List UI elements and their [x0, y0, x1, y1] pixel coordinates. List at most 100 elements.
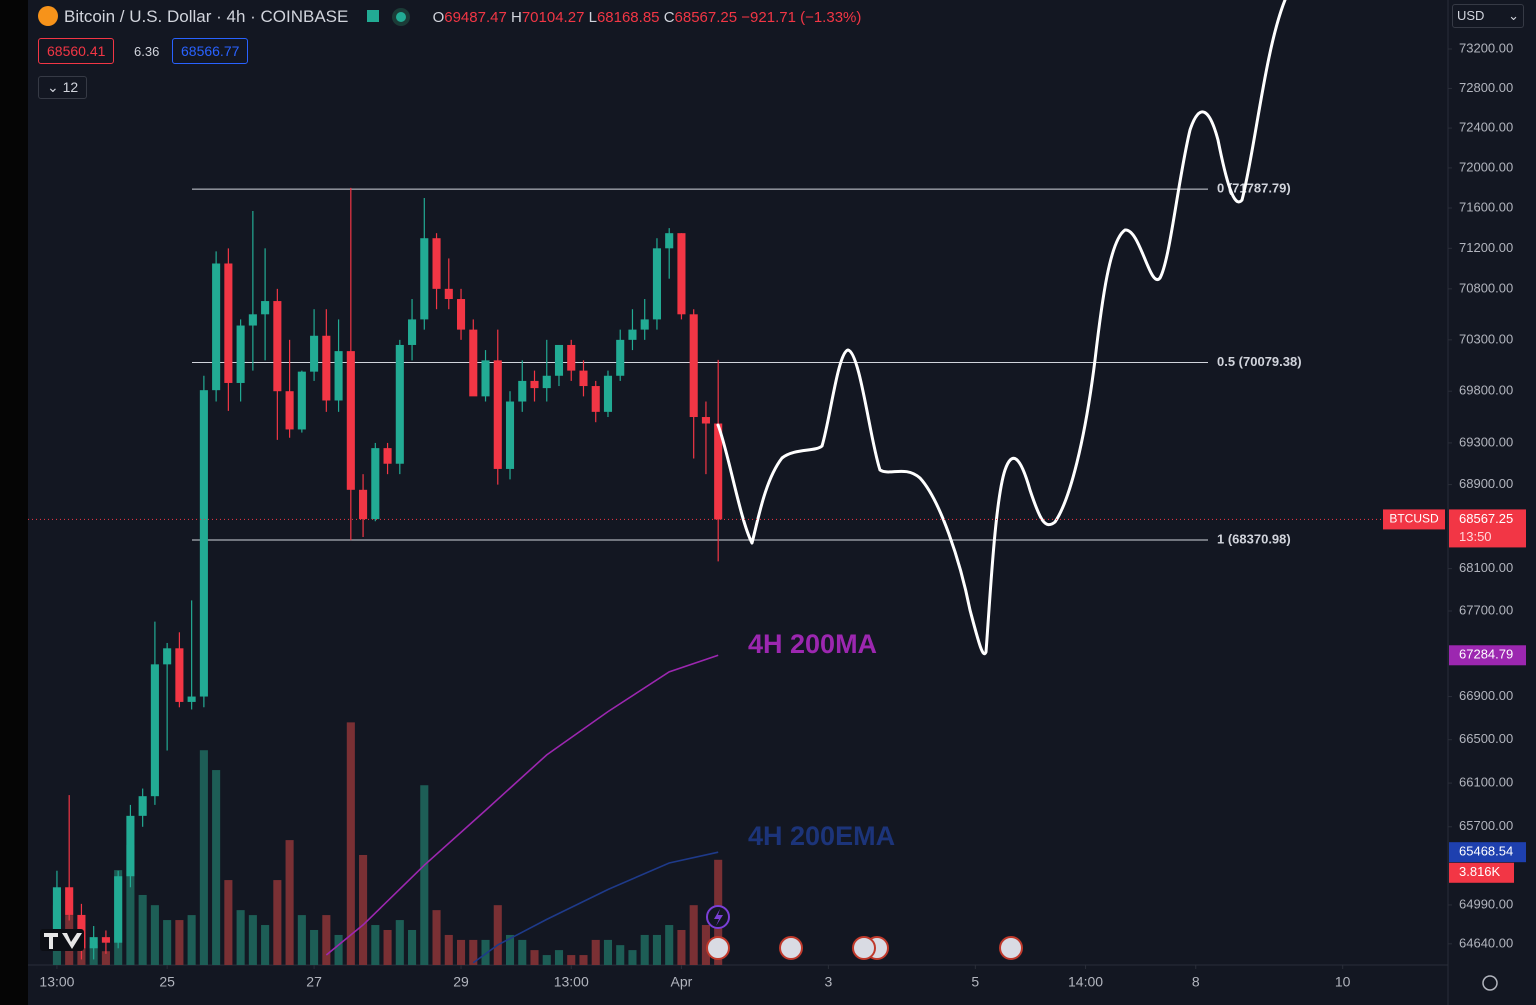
volume-bar	[444, 934, 453, 965]
candle-body	[138, 796, 147, 816]
volume-bar	[518, 939, 527, 965]
y-tick-label: 72800.00	[1459, 80, 1513, 95]
volume-bar	[481, 939, 490, 965]
last-price-badge	[1449, 509, 1526, 548]
event-icon[interactable]	[779, 936, 803, 960]
x-tick-label: 5	[971, 974, 979, 990]
indicators-toggle[interactable]: ⌄ 12	[38, 76, 88, 99]
volume-bar	[126, 845, 135, 965]
volume-bar	[579, 955, 588, 965]
coin-icon	[38, 6, 58, 26]
y-tick-label: 70300.00	[1459, 331, 1513, 346]
y-tick-label: 72000.00	[1459, 159, 1513, 174]
candle-body	[579, 370, 588, 387]
volume-bar	[334, 934, 343, 965]
volume-bar	[701, 925, 710, 965]
x-tick-label: 13:00	[39, 974, 74, 990]
volume-bar	[248, 915, 257, 965]
y-tick-label: 68900.00	[1459, 476, 1513, 491]
fib-levels: 0 (71787.79) 0.5 (70079.38) 1 (68370.98)	[192, 181, 1302, 546]
candle-body	[334, 351, 343, 401]
ohlc-key: O	[432, 9, 445, 26]
volume-bar	[236, 910, 245, 965]
candle-body	[628, 329, 637, 340]
candle-body	[261, 301, 270, 315]
candle-body	[505, 401, 515, 469]
volume-bar	[297, 915, 306, 965]
symbol-tag-bg	[1383, 509, 1445, 530]
indicators-count: 12	[62, 79, 79, 95]
fib-label: 0 (71787.79)	[1217, 181, 1291, 196]
candle-body	[518, 380, 527, 402]
flag-icon	[367, 10, 380, 22]
candle-body	[248, 314, 257, 326]
candle-body	[65, 887, 74, 915]
spread: 6.36	[134, 44, 160, 59]
y-tick-label: 70800.00	[1459, 280, 1513, 295]
volume-bar	[530, 950, 539, 965]
change: −921.71 (−1.33%)	[741, 9, 862, 26]
volume-bar	[199, 750, 208, 965]
y-tick-label: 64640.00	[1459, 935, 1513, 950]
low-value: 68168.85	[596, 9, 660, 26]
volume-bar	[554, 950, 564, 965]
candle-body	[310, 335, 319, 372]
settings-icon[interactable]	[1482, 975, 1498, 991]
candle-body	[603, 375, 613, 412]
candle-body	[224, 263, 233, 383]
y-tick-label: 66900.00	[1459, 688, 1513, 703]
candle-body	[493, 360, 502, 469]
symbol[interactable]: Bitcoin / U.S. Dollar · 4h · COINBASE	[64, 7, 349, 26]
volume-bar	[603, 939, 613, 965]
volume-bar	[542, 955, 551, 965]
volume-bar	[212, 770, 221, 965]
x-tick-label: Apr	[671, 974, 693, 990]
volume-bar	[273, 880, 282, 965]
ohlc-key: L	[588, 9, 597, 26]
candle-body	[481, 360, 490, 397]
candle-body	[212, 263, 221, 391]
logo	[44, 933, 82, 949]
volume-bar	[285, 840, 294, 965]
candle-body	[640, 319, 649, 330]
event-icon[interactable]	[852, 936, 876, 960]
event-icon[interactable]	[706, 936, 730, 960]
currency-select[interactable]: USD ⌄	[1452, 4, 1524, 28]
y-tick-label: 65700.00	[1459, 818, 1513, 833]
volume-bar	[665, 925, 674, 965]
volume-bar	[383, 929, 392, 965]
volume-bar	[175, 920, 184, 965]
currency: USD	[1457, 8, 1485, 23]
candle-body	[285, 391, 294, 430]
event-icon[interactable]	[999, 936, 1023, 960]
volume-bar	[187, 915, 196, 965]
ohlc-key: H	[511, 9, 522, 26]
candle-body	[187, 696, 196, 702]
y-tick-label: 69300.00	[1459, 434, 1513, 449]
indicators: 4H 200MA 4H 200EMA	[325, 629, 895, 964]
bid[interactable]: 68560.41	[38, 38, 115, 64]
volume-badge	[1449, 862, 1514, 883]
indicator-line	[325, 654, 719, 956]
candle-body	[163, 648, 172, 665]
candle-body	[89, 937, 98, 949]
y-tick-label: 66500.00	[1459, 731, 1513, 746]
status-dot	[395, 12, 406, 22]
candle-body	[456, 299, 466, 330]
candle-body	[677, 233, 686, 315]
y-tick-label: 69800.00	[1459, 383, 1513, 398]
volume-bar	[359, 854, 368, 965]
ask[interactable]: 68566.77	[172, 38, 249, 64]
tv-logo	[40, 929, 84, 951]
volume-bar	[138, 894, 147, 965]
volume-bar	[261, 925, 270, 965]
volume-bar	[163, 920, 172, 965]
fib-label: 0.5 (70079.38)	[1217, 354, 1302, 369]
volume-bar	[224, 880, 233, 965]
volume-bar	[395, 920, 404, 965]
candle-body	[359, 489, 368, 520]
x-tick-label: 29	[453, 974, 469, 990]
candle-body	[175, 648, 184, 702]
candle-body	[371, 448, 380, 520]
